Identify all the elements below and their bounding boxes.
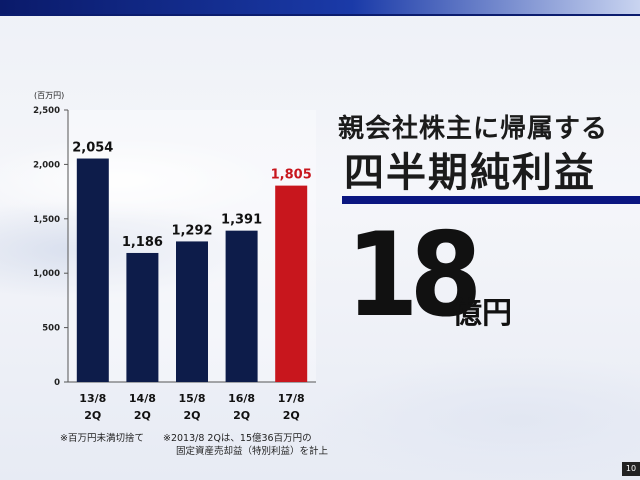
bar-value-label: 1,805 (271, 168, 312, 183)
header-rule (0, 14, 640, 16)
bar (225, 230, 258, 382)
x-tick-label: 16/8 (228, 392, 255, 405)
bar-value-label: 2,054 (72, 141, 113, 156)
header-bar (0, 0, 640, 14)
x-tick-label: 2Q (134, 409, 151, 422)
x-tick-label: 14/8 (129, 392, 156, 405)
y-tick-label: 1,500 (33, 215, 60, 225)
y-tick-label: 1,000 (33, 269, 60, 279)
headline-subtitle: 親会社株主に帰属する (338, 114, 609, 144)
y-tick-label: 2,000 (33, 160, 60, 170)
bar-value-label: 1,186 (122, 235, 163, 250)
bar-value-label: 1,391 (221, 213, 262, 228)
bar (76, 158, 109, 382)
bar-value-label: 1,292 (171, 223, 212, 238)
x-tick-label: 2Q (233, 409, 250, 422)
y-tick-label: 0 (54, 378, 60, 388)
footnote-rounding: ※百万円未満切捨て (60, 433, 144, 444)
highlight-number: 18 (346, 208, 482, 343)
x-tick-label: 2Q (84, 409, 101, 422)
highlight-unit: 億円 (452, 296, 512, 331)
bar (176, 241, 208, 382)
chart-unit-label: (百万円) (34, 91, 65, 100)
bar (275, 185, 308, 382)
bar (126, 252, 159, 382)
y-tick-label: 2,500 (33, 106, 60, 116)
x-tick-label: 13/8 (79, 392, 106, 405)
headline-title: 四半期純利益 (344, 150, 596, 196)
footnote-special-gain: ※2013/8 2Qは、15億36百万円の (163, 433, 312, 444)
x-tick-label: 2Q (183, 409, 200, 422)
x-tick-label: 15/8 (179, 392, 206, 405)
x-tick-label: 2Q (283, 409, 300, 422)
y-tick-label: 500 (42, 324, 60, 334)
page-number: 10 (622, 462, 640, 476)
x-tick-label: 17/8 (278, 392, 305, 405)
footnote-special-gain-cont: 固定資産売却益（特別利益）を計上 (176, 446, 329, 457)
headline-underline (342, 196, 640, 204)
